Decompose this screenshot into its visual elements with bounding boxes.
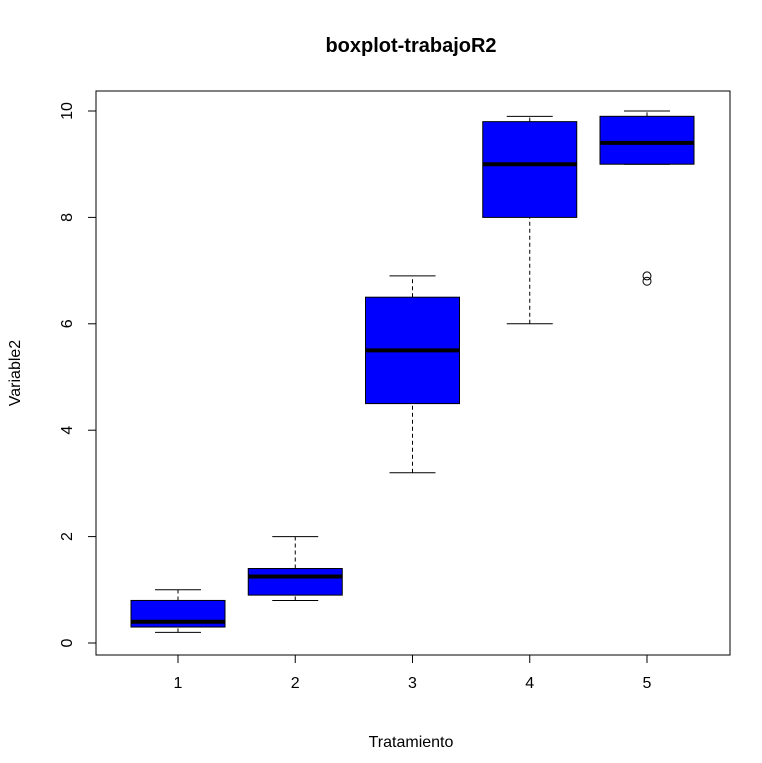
y-tick-label: 8 <box>59 213 76 222</box>
x-tick-label: 1 <box>174 675 183 692</box>
y-tick-label: 0 <box>59 638 76 647</box>
iqr-box <box>247 568 343 596</box>
box-4 <box>482 115 578 325</box>
x-axis: 1 2 3 4 5 <box>174 654 652 692</box>
y-axis: 0 2 4 6 8 10 <box>59 102 97 647</box>
box-1 <box>130 589 226 633</box>
x-tick-label: 4 <box>525 675 534 692</box>
y-axis-label: Variable2 <box>7 340 24 407</box>
y-tick-label: 4 <box>59 426 76 435</box>
x-axis-label: Tratamiento <box>369 734 454 751</box>
box-5 <box>599 110 695 286</box>
chart-title: boxplot-trabajoR2 <box>325 35 496 57</box>
iqr-box <box>599 115 695 165</box>
x-tick-label: 2 <box>291 675 300 692</box>
x-tick-label: 3 <box>408 675 417 692</box>
y-tick-label: 10 <box>59 102 76 120</box>
iqr-box <box>482 121 578 218</box>
y-tick-label: 2 <box>59 532 76 541</box>
boxes-group <box>130 110 695 633</box>
outlier-point <box>642 271 652 281</box>
y-tick-label: 6 <box>59 319 76 328</box>
box-2 <box>247 536 343 601</box>
box-3 <box>365 275 460 474</box>
outlier-point <box>642 276 652 286</box>
x-tick-label: 5 <box>643 675 652 692</box>
